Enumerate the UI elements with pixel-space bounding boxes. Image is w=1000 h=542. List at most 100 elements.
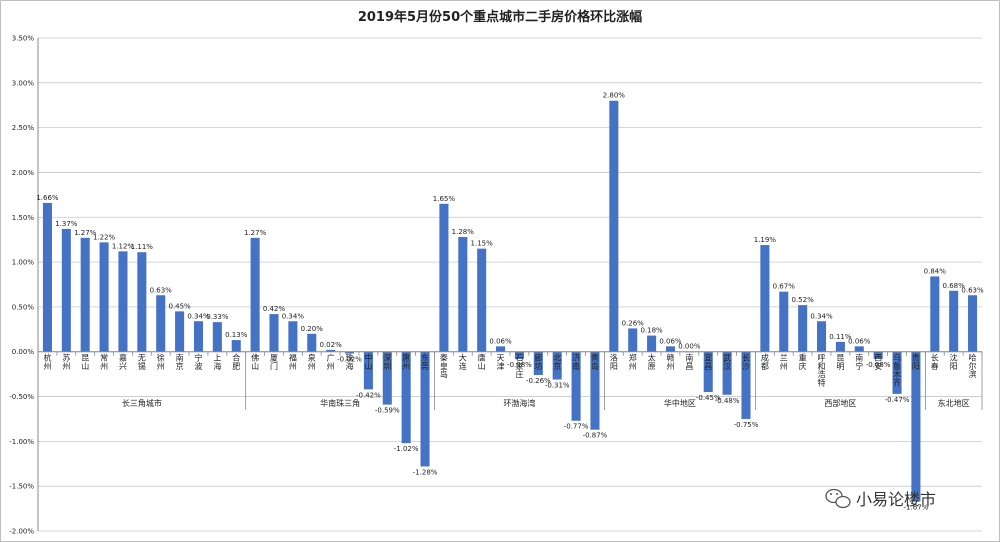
city-label-char: 齐 (893, 377, 901, 387)
city-label-char: 广 (327, 353, 335, 363)
city-label-char: 锡 (138, 362, 146, 371)
city-label-char: 南 (855, 353, 863, 363)
bar (42, 202, 52, 352)
city-label-char: 阳 (912, 362, 920, 371)
bar (137, 252, 147, 352)
chart-title: 2019年5月份50个重点城市二手房价格环比涨幅 (358, 9, 642, 25)
city-label-char: 珠 (346, 353, 354, 363)
region-label: 东北地区 (938, 398, 970, 408)
city-label-char: 州 (327, 362, 335, 371)
city-label-char: 宁 (855, 361, 863, 371)
city-label-char: 门 (270, 361, 278, 371)
bar (326, 349, 336, 352)
region-label: 环渤海湾 (503, 398, 535, 408)
city-label-char: 厦 (270, 354, 278, 363)
bar (401, 351, 411, 444)
watermark: 小易论楼市 (825, 488, 936, 509)
data-label: 0.20% (301, 325, 324, 333)
data-label: 1.66% (36, 194, 59, 202)
data-label: -0.77% (564, 423, 589, 431)
city-label-char: 州 (157, 362, 165, 371)
city-label-char: 大 (459, 353, 467, 363)
bar (193, 321, 204, 352)
data-label: 1.65% (433, 195, 456, 203)
city-label-char: 原 (648, 362, 656, 371)
data-label: 2.80% (603, 92, 626, 100)
bar (231, 340, 241, 352)
data-label: 1.19% (754, 236, 777, 244)
city-label-char: 皇 (440, 361, 448, 371)
y-tick-label: 3.00% (12, 79, 35, 87)
data-label: 1.12% (112, 242, 135, 250)
city-label-char: 呼 (818, 353, 826, 363)
data-label: -0.02% (337, 356, 362, 364)
city-label-char: 庄 (515, 369, 523, 379)
city-label-char: 惠 (402, 353, 410, 363)
bar (344, 351, 355, 354)
city-label-char: 中 (364, 353, 372, 363)
bar (80, 237, 90, 352)
bar (722, 351, 732, 395)
bar (533, 351, 543, 376)
y-tick-label: -1.50% (9, 483, 34, 491)
city-label-char: 州 (780, 362, 788, 371)
city-label-char: 唐 (478, 353, 486, 363)
y-tick-label: -2.00% (9, 528, 34, 536)
city-label-char: 兰 (780, 353, 788, 363)
data-label: 0.63% (961, 286, 984, 294)
city-label-char: 宜 (704, 353, 712, 363)
y-tick-label: 0.00% (12, 348, 35, 356)
city-label-char: 福 (289, 354, 297, 363)
city-label-char: 青 (591, 353, 599, 363)
data-label: -0.45% (696, 394, 721, 402)
bar (477, 248, 487, 352)
bar (628, 328, 638, 352)
city-label-char: 昆 (836, 354, 844, 363)
city-label-char: 昆 (81, 354, 89, 363)
bar (458, 236, 468, 352)
bar (930, 276, 940, 352)
bar (779, 291, 789, 352)
city-label-char: 深 (383, 354, 391, 363)
bar (835, 341, 845, 352)
data-label: 1.15% (471, 240, 494, 248)
city-label-char: 郑 (629, 353, 637, 363)
bars-layer (42, 100, 978, 502)
y-tick-label: 1.00% (12, 259, 35, 267)
city-label-char: 山 (364, 361, 372, 371)
data-label: -0.75% (734, 421, 759, 429)
bar (665, 346, 676, 352)
city-label-char: 州 (43, 362, 51, 371)
wechat-icon (825, 488, 851, 509)
bar (816, 321, 827, 352)
city-label-char: 京 (176, 361, 184, 371)
x-axis: 杭州苏州昆山常州嘉兴无锡徐州南京宁波上海合肥长三角城市佛山厦门福州泉州广州珠海中… (37, 351, 983, 410)
data-label: 0.06% (489, 337, 512, 345)
data-label: 1.37% (55, 220, 78, 228)
bar (307, 333, 317, 352)
bar (703, 351, 713, 393)
city-label-char: 南 (176, 353, 184, 363)
city-label-char: 太 (648, 353, 656, 363)
y-axis: 3.50% 3.00% 2.50% 2.00% 1.50% 1.00% 0.50% 0.00%… (9, 35, 39, 536)
data-label: -0.48% (715, 397, 740, 405)
data-label: 0.26% (622, 319, 645, 327)
city-label-char: 山 (251, 361, 259, 371)
data-label: 1.27% (74, 229, 97, 237)
city-label-char: 连 (459, 361, 467, 371)
city-label-char: 安 (874, 361, 882, 371)
city-label-char: 都 (761, 362, 769, 371)
data-labels-layer: 1.66%1.37%1.27%1.22%1.12%1.11%0.63%0.45%… (36, 92, 984, 512)
city-label-char: 赣 (666, 353, 674, 363)
city-label-char: 秦 (440, 353, 448, 363)
city-label-char: 庆 (799, 361, 807, 371)
city-label-char: 波 (194, 361, 202, 371)
city-label-char: 东 (421, 353, 429, 363)
city-label-char: 济 (572, 353, 580, 363)
bar (892, 351, 902, 394)
city-label-char: 滨 (969, 369, 977, 379)
city-label-char: 圳 (383, 361, 391, 371)
city-label-char: 西 (874, 354, 882, 363)
city-label-char: 宁 (194, 353, 202, 363)
city-label-char: 阳 (950, 362, 958, 371)
